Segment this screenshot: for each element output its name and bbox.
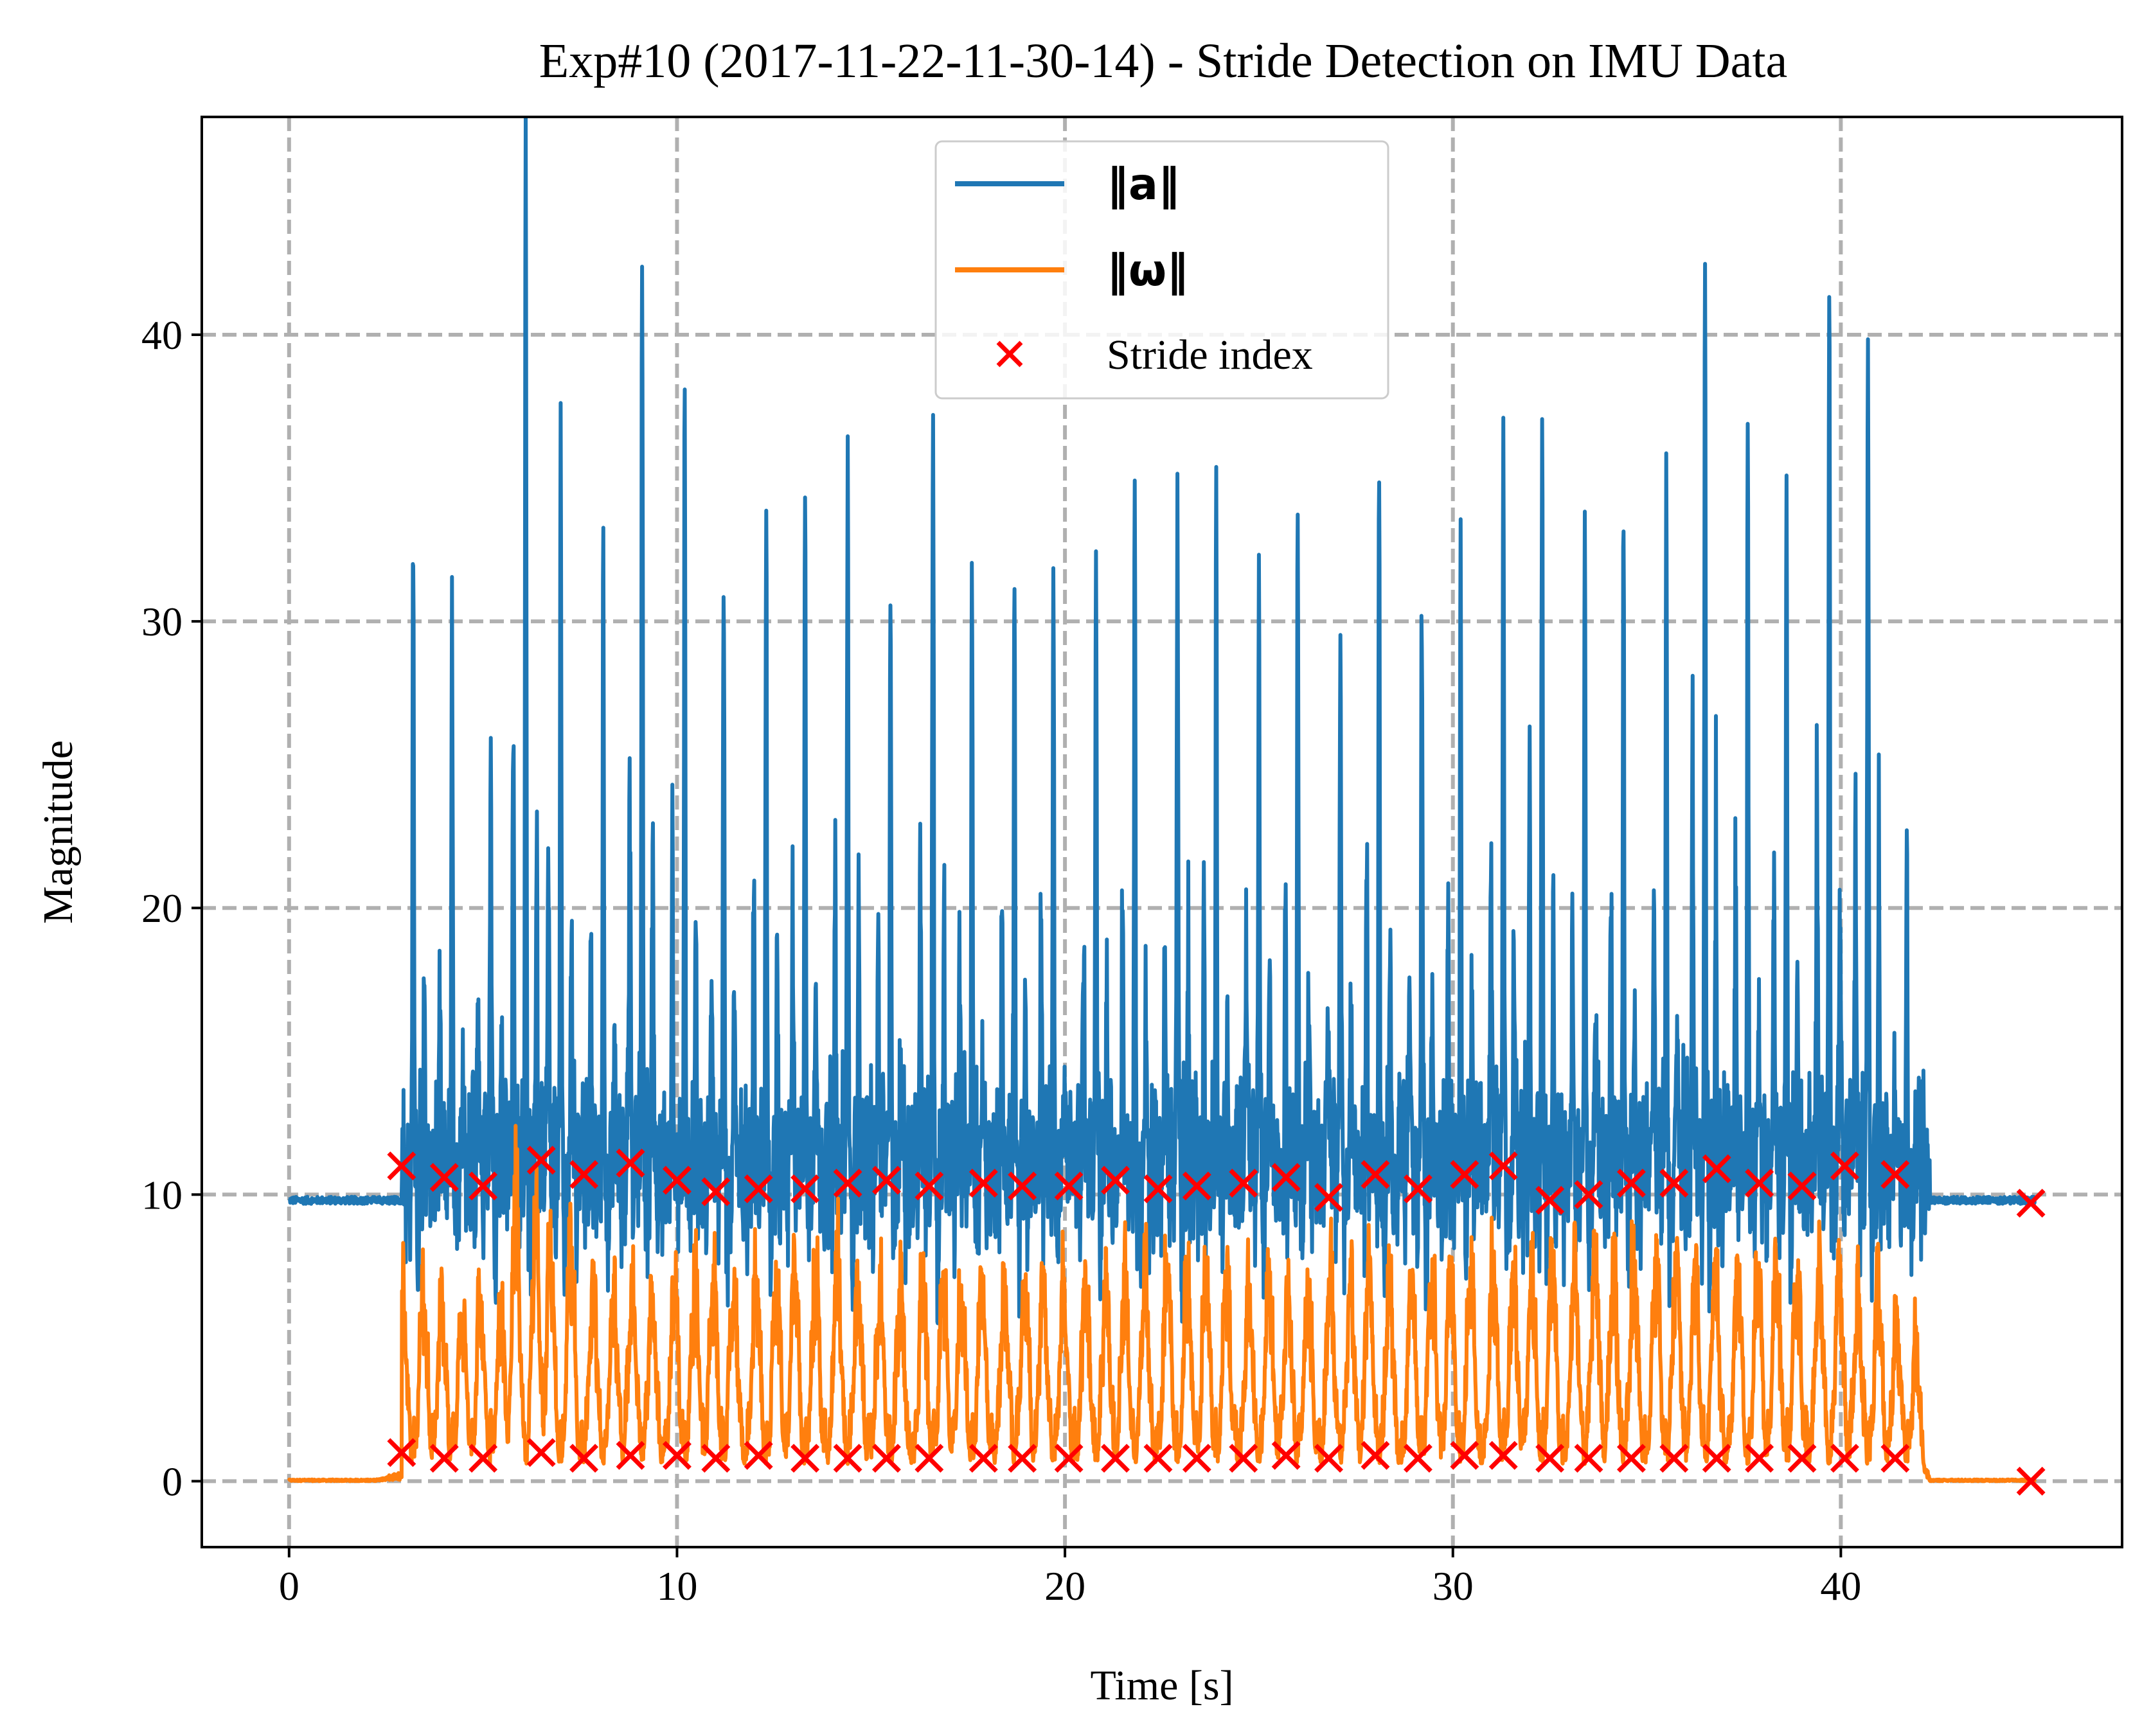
stride-marker-gyro [701, 1444, 731, 1473]
y-axis-label: Magnitude [35, 740, 82, 924]
plot-frame [201, 116, 2123, 1548]
stride-marker-gyro [1182, 1444, 1211, 1473]
stride-marker-accel [1054, 1171, 1084, 1201]
stride-markers [387, 1146, 2046, 1496]
stride-marker-accel [790, 1174, 820, 1203]
stride-marker-accel [1143, 1174, 1173, 1203]
stride-marker-gyro [1488, 1440, 1518, 1470]
stride-marker-accel [1535, 1185, 1565, 1215]
stride-marker-gyro [871, 1444, 901, 1473]
stride-marker-accel [1182, 1171, 1211, 1201]
stride-marker-gyro [662, 1440, 692, 1470]
x-tick-label: 20 [1044, 1563, 1085, 1609]
stride-marker-accel [387, 1151, 416, 1181]
stride-marker-accel [1830, 1151, 1859, 1181]
stride-marker-gyro [1271, 1440, 1301, 1470]
stride-marker-gyro [429, 1444, 459, 1473]
stride-marker-gyro [1450, 1440, 1479, 1470]
stride-marker-accel [968, 1168, 998, 1198]
stride-marker-accel [1574, 1180, 1603, 1209]
stride-marker-accel [1314, 1183, 1344, 1212]
stride-marker-gyro [616, 1440, 645, 1470]
y-tick-label: 40 [141, 312, 183, 358]
stride-marker-accel [1101, 1165, 1130, 1195]
stride-marker-gyro [1143, 1444, 1173, 1473]
stride-marker-gyro [1830, 1444, 1859, 1473]
legend: ‖a‖ ‖ω‖ Stride index [934, 140, 1389, 400]
stride-marker-gyro [469, 1444, 498, 1473]
gyro-magnitude-line [287, 1124, 2037, 1484]
stride-marker-gyro [1702, 1444, 1731, 1473]
x-axis-label: Time [s] [1090, 1662, 1233, 1709]
stride-marker-accel [1745, 1168, 1774, 1198]
stride-marker-gyro [1361, 1440, 1390, 1470]
stride-marker-accel [429, 1163, 459, 1192]
stride-marker-gyro [744, 1440, 773, 1470]
stride-marker-accel [1450, 1160, 1479, 1189]
stride-marker-accel [2016, 1189, 2046, 1218]
legend-stride-marker [996, 341, 1023, 368]
legend-stride-label: Stride index [1107, 332, 1313, 378]
stride-marker-accel [569, 1160, 599, 1189]
x-tick-label: 0 [279, 1563, 299, 1609]
stride-marker-accel [1702, 1154, 1731, 1183]
stride-marker-gyro [1008, 1444, 1037, 1473]
x-tick-label: 30 [1433, 1563, 1474, 1609]
legend-frame [934, 140, 1389, 400]
stride-marker-gyro [1054, 1444, 1084, 1473]
legend-gyro-label: ‖ω‖ [1107, 245, 1188, 296]
stride-marker-accel [701, 1177, 731, 1207]
stride-marker-gyro [915, 1444, 944, 1473]
x-axis-ticks: 0 10 20 30 40 [279, 1547, 1861, 1609]
stride-marker-gyro [2016, 1466, 2046, 1496]
stride-marker-accel [1616, 1168, 1646, 1198]
y-tick-label: 20 [141, 885, 183, 931]
stride-marker-gyro [1880, 1444, 1910, 1473]
x-tick-label: 10 [656, 1563, 697, 1609]
stride-marker-accel [1488, 1151, 1518, 1181]
stride-marker-accel [1880, 1160, 1910, 1189]
stride-marker-accel [1787, 1171, 1817, 1201]
stride-marker-gyro [1535, 1444, 1565, 1473]
stride-marker-gyro [569, 1444, 599, 1473]
stride-marker-accel [915, 1171, 944, 1201]
stride-marker-accel [1271, 1163, 1301, 1192]
chart-title: Exp#10 (2017-11-22-11-30-14) - Stride De… [539, 34, 1787, 88]
stride-marker-gyro [1616, 1444, 1646, 1473]
stride-marker-gyro [387, 1438, 416, 1467]
stride-marker-gyro [1659, 1444, 1689, 1473]
stride-marker-gyro [1101, 1444, 1130, 1473]
stride-marker-accel [1229, 1168, 1258, 1198]
y-tick-label: 30 [141, 599, 183, 644]
stride-marker-accel [469, 1171, 498, 1201]
y-axis-ticks: 0 10 20 30 40 [141, 312, 202, 1504]
legend-accel-label: ‖a‖ [1107, 159, 1180, 210]
stride-marker-gyro [1229, 1444, 1258, 1473]
stride-marker-accel [833, 1168, 862, 1198]
stride-marker-gyro [526, 1438, 556, 1467]
x-tick-label: 40 [1820, 1563, 1861, 1609]
y-tick-label: 10 [141, 1172, 183, 1218]
stride-marker-accel [1361, 1160, 1390, 1189]
stride-marker-gyro [1574, 1444, 1603, 1473]
stride-marker-gyro [833, 1444, 862, 1473]
stride-marker-accel [1659, 1168, 1689, 1198]
stride-marker-accel [616, 1148, 645, 1178]
stride-marker-gyro [1403, 1444, 1433, 1473]
stride-marker-gyro [968, 1444, 998, 1473]
stride-marker-accel [526, 1146, 556, 1175]
stride-marker-accel [662, 1165, 692, 1195]
stride-marker-gyro [1314, 1444, 1344, 1473]
stride-marker-accel [1403, 1174, 1433, 1203]
stride-marker-accel [871, 1165, 901, 1195]
stride-marker-gyro [1745, 1444, 1774, 1473]
stride-marker-gyro [790, 1444, 820, 1473]
y-tick-label: 0 [162, 1458, 183, 1504]
stride-marker-accel [744, 1174, 773, 1203]
stride-marker-gyro [1787, 1444, 1817, 1473]
stride-marker-accel [1008, 1171, 1037, 1201]
